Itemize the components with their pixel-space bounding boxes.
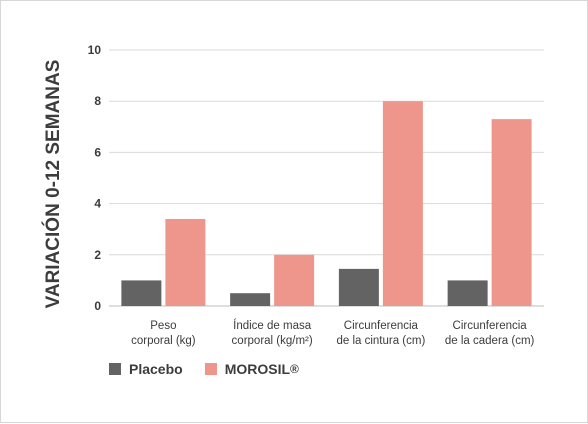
bar-placebo-0 [121, 280, 162, 306]
bars [121, 101, 532, 307]
x-tick-label: corporal (kg) [131, 335, 196, 347]
x-tick-label: Circunferencia [344, 320, 419, 332]
x-tick-label: de la cadera (cm) [445, 335, 535, 347]
x-tick-label: corporal (kg/m²) [232, 335, 313, 347]
legend-label-placebo: Placebo [129, 361, 183, 377]
bar-morosil-1 [274, 254, 315, 306]
x-tick-label: Circunferencia [453, 320, 528, 332]
legend: Placebo MOROSIL ® [109, 361, 321, 377]
bar-placebo-1 [230, 293, 271, 306]
x-tick-labels: Peso corporal (kg) Índice de masa corporal … [131, 319, 534, 347]
x-tick-label: de la cintura (cm) [336, 335, 425, 347]
legend-swatch-morosil [204, 363, 217, 375]
bar-morosil-3 [491, 119, 532, 307]
y-tick-label: 8 [94, 94, 101, 108]
x-tick-label: Índice de masa [233, 319, 312, 332]
legend-swatch-placebo [109, 363, 121, 375]
legend-item-placebo: Placebo [109, 361, 183, 377]
bar-placebo-3 [447, 280, 488, 306]
bar-morosil-2 [382, 101, 423, 306]
y-tick-label: 6 [94, 145, 101, 159]
y-axis-label: VARIACIÓN 0-12 SEMANAS [42, 60, 64, 309]
bar-placebo-2 [338, 268, 379, 306]
legend-label-morosil: MOROSIL [224, 361, 291, 377]
y-tick-label: 10 [88, 43, 102, 57]
y-tick-labels: 0 2 4 6 8 10 [88, 43, 102, 313]
bar-morosil-0 [165, 218, 206, 306]
y-tick-label: 0 [94, 299, 101, 313]
y-tick-label: 4 [94, 197, 101, 211]
x-tick-label: Peso [150, 320, 176, 332]
legend-item-morosil: MOROSIL ® [204, 361, 299, 377]
y-tick-label: 2 [94, 248, 101, 262]
